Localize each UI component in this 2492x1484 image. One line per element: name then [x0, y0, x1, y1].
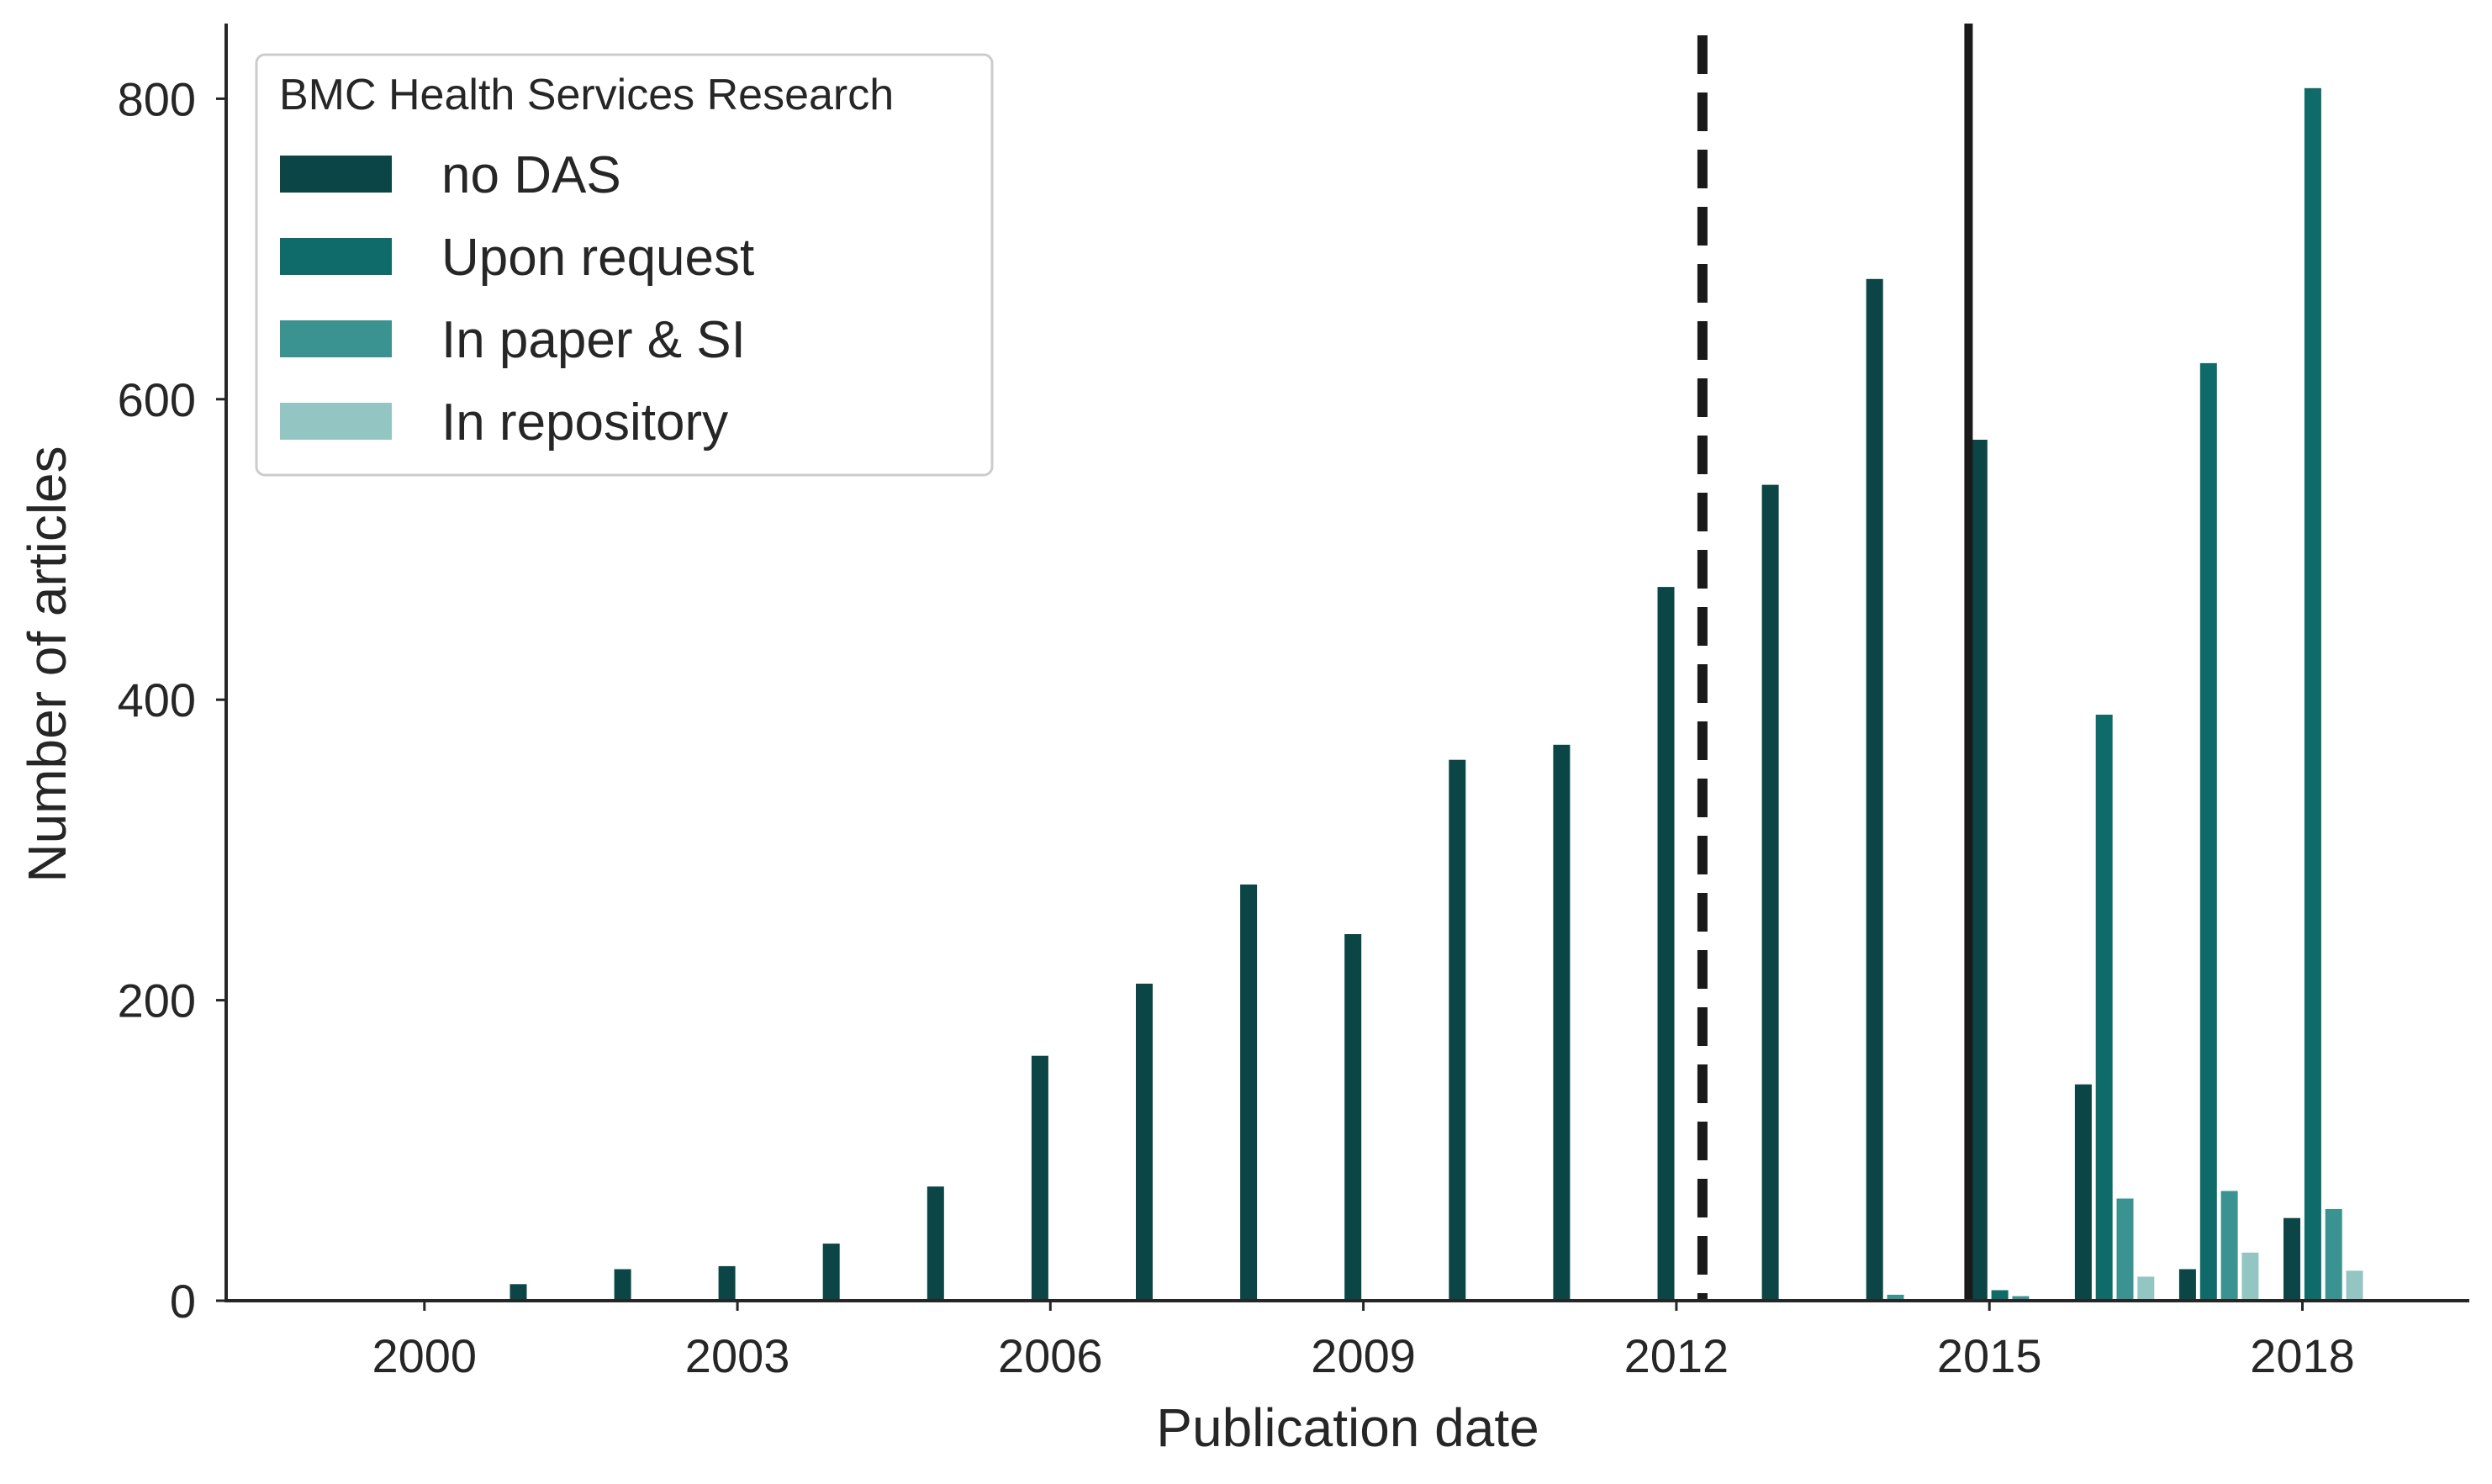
legend-label-1: Upon request — [441, 229, 754, 287]
legend-swatch-1 — [280, 238, 392, 275]
x-tick-label-3: 2009 — [1311, 1329, 1416, 1382]
legend-title: BMC Health Services Research — [279, 71, 894, 119]
legend-label-3: In repository — [441, 393, 728, 452]
legend-frame — [255, 53, 994, 477]
bar-s0-15 — [2074, 1084, 2092, 1301]
x-ticks: 2000 2003 2006 2009 2012 2015 2018 — [372, 1301, 2355, 1382]
bar-s0-8 — [1344, 934, 1362, 1301]
bar-s3-0 — [2137, 1276, 2155, 1301]
bar-s0-10 — [1553, 744, 1571, 1301]
bar-s0-12 — [1761, 484, 1779, 1301]
y-tick-label-0: 0 — [170, 1275, 196, 1328]
bar-s2-3 — [2220, 1191, 2238, 1301]
legend-swatch-0 — [280, 156, 392, 193]
y-ticks: 0 200 400 600 800 — [118, 72, 226, 1328]
bar-s0-14 — [1970, 440, 1988, 1301]
bar-s0-4 — [927, 1186, 944, 1301]
bar-s1-1 — [2095, 715, 2113, 1301]
bar-s0-11 — [1657, 587, 1675, 1301]
x-axis-label: Publication date — [1156, 1397, 1539, 1458]
y-tick-label-1: 200 — [118, 974, 196, 1027]
bar-s2-4 — [2325, 1209, 2342, 1301]
bar-s0-16 — [2178, 1269, 2196, 1301]
bar-s0-7 — [1240, 885, 1258, 1301]
x-tick-label-0: 2000 — [372, 1329, 478, 1382]
y-tick-label-4: 800 — [118, 72, 196, 125]
legend-label-0: no DAS — [441, 146, 621, 204]
legend-swatch-2 — [280, 320, 392, 357]
legend-entries: no DAS Upon request In paper & SI In reposi… — [280, 146, 754, 452]
y-axis-label: Number of articles — [17, 446, 77, 882]
bar-s2-1 — [2012, 1296, 2030, 1301]
bar-s0-9 — [1449, 759, 1466, 1301]
bar-s0-2 — [718, 1265, 736, 1301]
bar-s0-3 — [822, 1244, 840, 1301]
bar-s1-0 — [1991, 1290, 2009, 1301]
bar-s0-13 — [1866, 278, 1883, 1301]
x-tick-label-6: 2018 — [2250, 1329, 2355, 1382]
bar-s2-0 — [1887, 1294, 1904, 1301]
x-tick-label-2: 2006 — [998, 1329, 1103, 1382]
bar-s3-1 — [2241, 1252, 2259, 1301]
bar-s1-2 — [2199, 362, 2217, 1301]
x-tick-label-5: 2015 — [1937, 1329, 2042, 1382]
y-tick-label-3: 600 — [118, 373, 196, 426]
axes — [224, 24, 2469, 1302]
reference-lines — [1697, 24, 1973, 1301]
bar-s3-2 — [2346, 1270, 2363, 1301]
x-tick-label-1: 2003 — [685, 1329, 790, 1382]
bars-layer — [509, 87, 2363, 1301]
bar-s0-5 — [1031, 1055, 1048, 1301]
bar-s0-0 — [509, 1284, 527, 1301]
bar-s0-6 — [1136, 983, 1153, 1301]
bar-s2-2 — [2116, 1198, 2134, 1301]
x-tick-label-4: 2012 — [1624, 1329, 1729, 1382]
y-tick-label-2: 400 — [118, 673, 196, 726]
bar-s0-17 — [2283, 1217, 2300, 1301]
legend-swatch-3 — [280, 403, 392, 440]
bar-s0-1 — [614, 1269, 631, 1301]
bar-s1-3 — [2304, 87, 2321, 1301]
legend: BMC Health Services Research no DAS Upon … — [255, 53, 994, 477]
legend-label-2: In paper & SI — [441, 311, 746, 369]
